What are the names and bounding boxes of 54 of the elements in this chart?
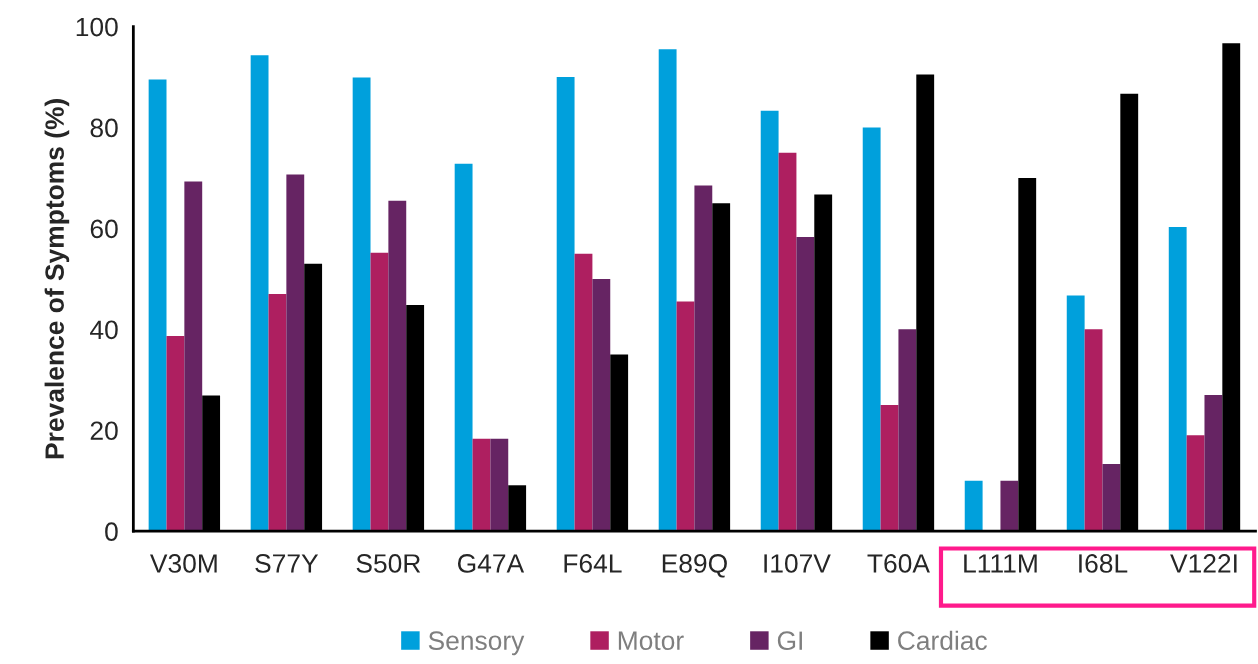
bar	[898, 329, 917, 532]
bar	[658, 49, 677, 532]
x-tick-label: E89Q	[662, 554, 727, 578]
x-tick-label: V122I	[1170, 554, 1237, 573]
x-tick-label: S77Y	[255, 554, 319, 573]
x-tick-label: T60A	[867, 554, 930, 573]
bar	[1084, 329, 1103, 532]
bar	[676, 301, 695, 532]
bar	[166, 335, 185, 532]
bar	[1186, 435, 1205, 532]
bar	[592, 278, 611, 532]
bar	[148, 79, 167, 532]
bar	[796, 236, 815, 532]
bar	[862, 127, 881, 532]
y-tick-label: 80	[90, 118, 118, 138]
bar	[556, 77, 575, 532]
bar	[388, 200, 407, 532]
bar	[286, 174, 305, 532]
y-tick-label: 100	[76, 17, 118, 37]
bar	[1000, 480, 1019, 532]
y-tick-label: 0	[105, 522, 118, 542]
bar	[490, 438, 509, 532]
x-tick-label: I107V	[764, 554, 831, 573]
bar	[472, 438, 491, 532]
bar	[1066, 295, 1085, 532]
x-tick-label: V30M	[150, 554, 217, 573]
bar	[964, 480, 983, 532]
x-tick-label: L111M	[964, 554, 1037, 573]
bar	[352, 77, 371, 532]
legend-label: Sensory	[428, 631, 525, 656]
bar	[268, 294, 287, 532]
bar	[694, 185, 713, 532]
bar	[184, 181, 203, 532]
bar	[880, 405, 899, 532]
x-tick-label: F64L	[564, 554, 622, 573]
bar	[760, 110, 779, 532]
bar	[1102, 464, 1121, 532]
bar	[370, 252, 389, 532]
y-tick-label: 20	[90, 421, 118, 441]
bar	[250, 55, 269, 532]
bar	[1168, 226, 1187, 532]
legend-label: Cardiac	[898, 630, 987, 651]
y-tick-label: 40	[90, 320, 118, 340]
x-tick-label: I68L	[1079, 554, 1128, 573]
x-tick-label: G47A	[457, 554, 525, 573]
bar	[778, 152, 797, 532]
y-tick-label: 60	[90, 219, 118, 239]
bar	[1204, 394, 1223, 532]
x-tick-label: S50R	[356, 554, 421, 573]
legend-label: Motor	[618, 631, 684, 651]
bar	[574, 253, 593, 532]
bar	[454, 163, 473, 532]
y-axis-title: Prevalence of Symptoms (%)	[44, 99, 70, 459]
legend-label: GI	[777, 631, 802, 651]
